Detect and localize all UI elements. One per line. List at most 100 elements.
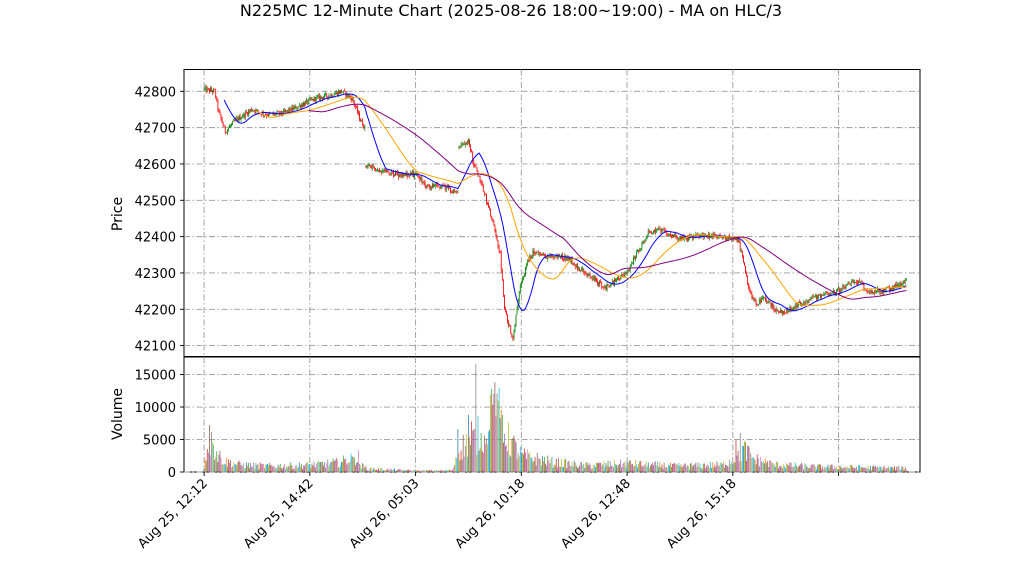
- volume-bar: [419, 471, 421, 472]
- volume-bar: [806, 466, 808, 472]
- candle: [811, 294, 813, 300]
- volume-axis-label: Volume: [110, 388, 126, 440]
- candle-body: [310, 98, 312, 100]
- candle-body: [365, 166, 367, 168]
- candle: [755, 299, 757, 307]
- candle-body: [874, 292, 875, 294]
- candle-body: [224, 125, 226, 133]
- candle-body: [675, 233, 677, 236]
- volume-bar: [727, 466, 728, 472]
- candle-body: [771, 303, 773, 307]
- volume-bar: [620, 459, 622, 472]
- candle-body: [250, 109, 251, 111]
- candle-body: [670, 233, 671, 236]
- candle-body: [422, 182, 424, 184]
- chart-title: N225MC 12-Minute Chart (2025-08-26 18:00…: [240, 1, 782, 20]
- candle: [670, 232, 671, 238]
- candle-body: [756, 304, 758, 306]
- volume-bar: [674, 462, 676, 472]
- candle-body: [486, 194, 487, 203]
- price-tick-label: 42700: [135, 122, 176, 137]
- volume-bar: [795, 465, 797, 472]
- volume-bar: [869, 465, 871, 472]
- candle-body: [284, 110, 285, 112]
- candle-body: [252, 110, 254, 112]
- volume-bar: [346, 464, 348, 472]
- candle-body: [249, 110, 250, 112]
- volume-bar: [382, 469, 384, 472]
- candle-body: [616, 279, 617, 282]
- x-tick-label: Aug 26, 10:18: [453, 476, 529, 552]
- volume-bar: [671, 466, 672, 472]
- volume-bar: [578, 467, 579, 472]
- candle-body: [438, 185, 440, 187]
- candle-body: [740, 250, 742, 252]
- volume-tick-label: 5000: [143, 434, 176, 449]
- candle: [882, 288, 884, 296]
- candle: [311, 96, 313, 101]
- candle-body: [638, 249, 640, 252]
- candle-body: [593, 276, 595, 281]
- candle-body: [285, 110, 286, 112]
- candle: [248, 108, 249, 117]
- price-grid: [184, 69, 920, 357]
- x-tick-label: Aug 25, 14:42: [241, 476, 317, 552]
- volume-bar: [468, 414, 469, 472]
- volume-bar: [863, 467, 865, 472]
- candle-body: [212, 90, 213, 93]
- volume-bar: [756, 454, 758, 472]
- candle-body: [494, 225, 496, 231]
- volume-bar: [288, 466, 290, 472]
- volume-bar: [266, 464, 267, 472]
- candle: [371, 163, 373, 172]
- candle-body: [899, 283, 901, 286]
- candle: [746, 271, 747, 277]
- volume-bar: [813, 464, 815, 472]
- candle-body: [590, 276, 592, 278]
- candle: [209, 88, 210, 95]
- candle-body: [313, 97, 315, 101]
- volume-bar: [286, 465, 287, 472]
- candle: [475, 164, 477, 168]
- candle: [644, 239, 646, 244]
- volume-bar: [626, 461, 628, 472]
- volume-bar: [303, 465, 304, 472]
- candle: [363, 123, 365, 130]
- volume-bar: [205, 460, 207, 472]
- candle: [513, 329, 515, 341]
- volume-bar: [350, 453, 352, 472]
- candle: [721, 237, 723, 240]
- volume-bar: [616, 464, 617, 472]
- candle-body: [246, 112, 247, 113]
- candle-body: [220, 114, 222, 119]
- volume-bar: [773, 464, 775, 472]
- candle-body: [655, 229, 657, 233]
- candle: [763, 295, 764, 301]
- candle-body: [447, 186, 449, 189]
- candle-body: [849, 283, 851, 285]
- candle: [461, 141, 463, 147]
- candle-body: [330, 94, 332, 97]
- candle-body: [551, 255, 553, 257]
- volume-bar: [348, 462, 350, 472]
- volume-bar: [604, 466, 606, 472]
- candle-body: [394, 175, 395, 177]
- candle: [905, 277, 907, 282]
- volume-bar: [340, 465, 341, 472]
- candle-body: [839, 288, 841, 293]
- volume-bar: [344, 459, 346, 472]
- volume-bar: [313, 461, 315, 472]
- volume-bar: [885, 468, 887, 472]
- candle-body: [778, 311, 780, 313]
- candle-body: [307, 99, 309, 104]
- candle-body: [237, 118, 239, 121]
- volume-bar: [433, 471, 434, 472]
- candle-body: [509, 325, 511, 326]
- volume-bar: [525, 452, 526, 472]
- volume-bar: [439, 471, 441, 472]
- candle-body: [566, 257, 568, 260]
- candle: [336, 91, 338, 96]
- candle: [458, 145, 460, 150]
- volume-bar: [254, 468, 256, 472]
- candle: [528, 258, 530, 263]
